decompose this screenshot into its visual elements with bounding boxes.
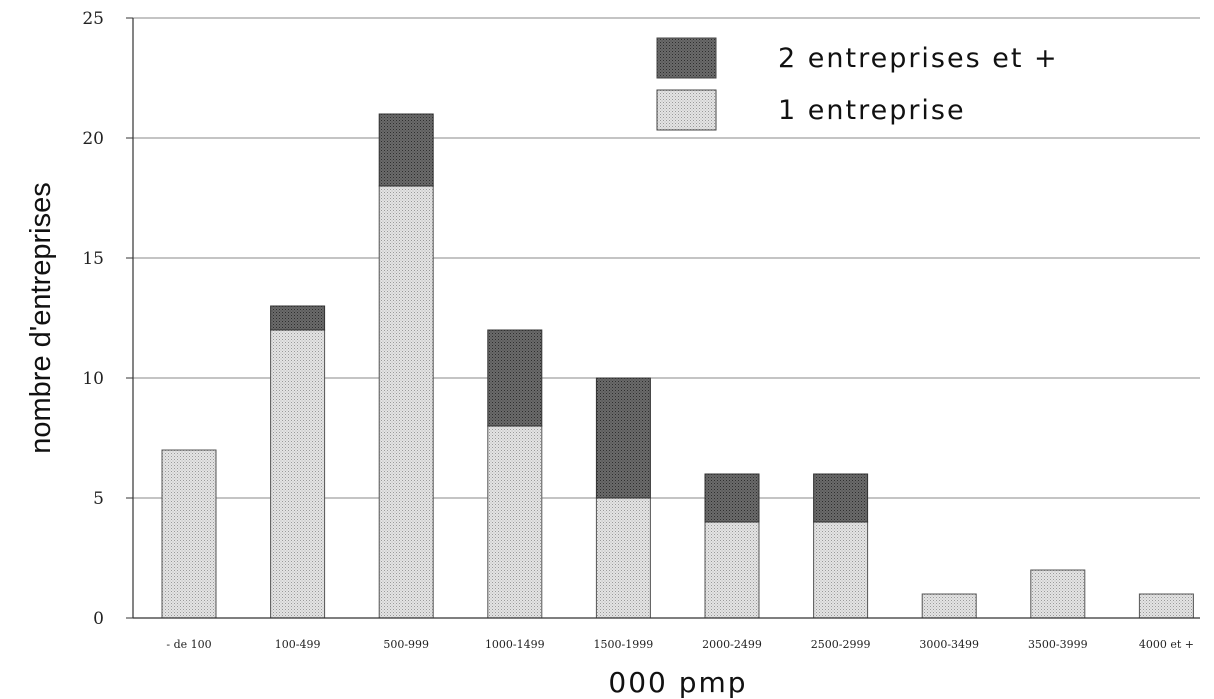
legend-swatch [656,37,717,79]
bar-1-entreprise [813,521,869,619]
x-tick-label: 3500-3999 [1028,638,1088,651]
bar-1-entreprise [921,593,977,619]
y-tick-label: 5 [93,489,104,509]
x-axis-title: 000 pmp [608,666,747,699]
bars [161,113,1194,619]
bar-1-entreprise [378,185,434,619]
x-tick-label: 1000-1499 [485,638,545,651]
y-axis-title: nombre d'entreprises [25,182,57,454]
bar-2-entreprises-et-plus [595,377,651,499]
bar-1-entreprise [1030,569,1086,619]
bar-1-entreprise [161,449,217,619]
bar-1-entreprise [1138,593,1194,619]
bar-1-entreprise [487,425,543,619]
x-tick-label: 3000-3499 [919,638,979,651]
y-tick-label: 10 [82,369,104,389]
legend: 2 entreprises et + 1 entreprise [656,37,1059,131]
x-tick-label: 1500-1999 [594,638,654,651]
tick-labels: 0 5 10 15 20 25 - de 100 100-499 500-999 1000-149… [82,9,1194,651]
x-tick-label: 4000 et + [1139,638,1194,651]
y-tick-label: 0 [93,609,104,629]
x-tick-label: - de 100 [166,638,211,651]
bar-2-entreprises-et-plus [704,473,760,523]
legend-label: 2 entreprises et + [778,43,1059,74]
y-tick-label: 25 [82,9,104,29]
x-tick-label: 500-999 [383,638,429,651]
y-tick-label: 15 [82,249,104,269]
legend-swatch [656,89,717,131]
y-tick-label: 20 [82,129,104,149]
x-tick-label: 100-499 [275,638,321,651]
axes [126,17,1200,619]
bar-1-entreprise [270,329,326,619]
bar-2-entreprises-et-plus [378,113,434,187]
bar-2-entreprises-et-plus [487,329,543,427]
bar-2-entreprises-et-plus [813,473,869,523]
bar-2-entreprises-et-plus [270,305,326,331]
x-tick-label: 2500-2999 [811,638,871,651]
bar-1-entreprise [595,497,651,619]
x-tick-label: 2000-2499 [702,638,762,651]
legend-label: 1 entreprise [778,95,966,126]
bar-1-entreprise [704,521,760,619]
